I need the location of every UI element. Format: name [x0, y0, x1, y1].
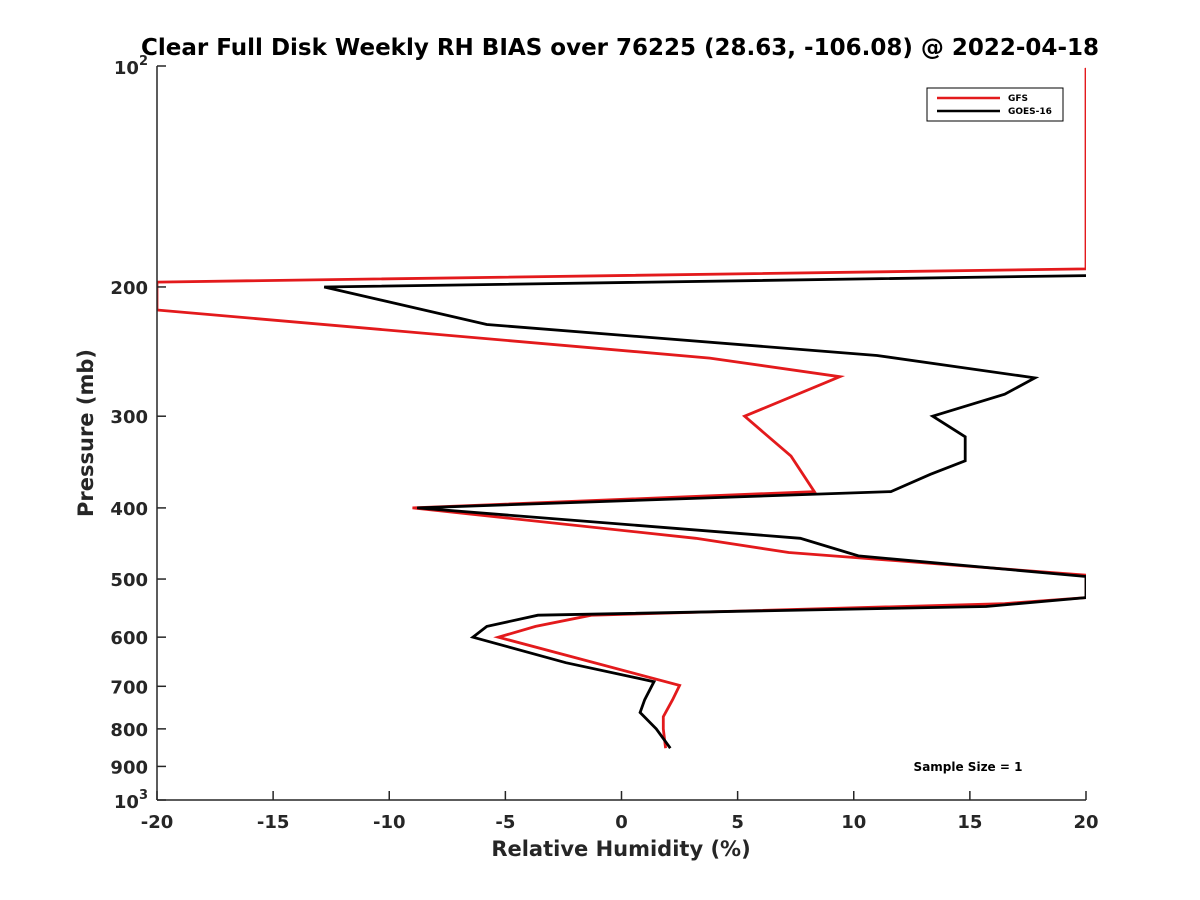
legend-box — [926, 87, 1064, 122]
y-tick-label: 400 — [110, 499, 148, 520]
x-tick-label: -10 — [373, 812, 406, 833]
series-layer — [157, 67, 1086, 750]
chart-title: Clear Full Disk Weekly RH BIAS over 7622… — [141, 35, 1099, 61]
x-tick-label: 0 — [615, 812, 628, 833]
y-tick-label: 600 — [110, 628, 148, 649]
x-axis-label: Relative Humidity (%) — [491, 837, 750, 861]
y-tick-label: 200 — [110, 278, 148, 299]
legend-label: GFS — [1008, 94, 1028, 104]
series-line-gfs — [157, 67, 1086, 749]
x-tick-label: -5 — [495, 812, 515, 833]
x-ticks: -20 -15 -10 -5 0 5 10 15 20 — [141, 791, 1099, 833]
y-tick-label: 800 — [110, 720, 148, 741]
y-ticks: 200 300 400 500 600 700 800 900 102 103 — [110, 54, 166, 813]
y-tick-label: 500 — [110, 570, 148, 591]
y-tick-label: 700 — [110, 677, 148, 698]
legend-label: GOES-16 — [1008, 107, 1052, 117]
x-tick-label: -20 — [141, 812, 174, 833]
x-tick-label: 10 — [841, 812, 866, 833]
series-line-goes-16 — [323, 274, 1086, 750]
y-tick-label: 300 — [110, 407, 148, 428]
y-axis-label: Pressure (mb) — [74, 349, 98, 517]
x-tick-label: 15 — [957, 812, 982, 833]
plot-area — [157, 66, 1086, 800]
y-tick-label-power: 103 — [114, 788, 148, 813]
y-tick-label: 900 — [110, 757, 148, 778]
x-tick-label: 20 — [1073, 812, 1098, 833]
x-tick-label: -15 — [257, 812, 290, 833]
legend: GFS GOES-16 — [926, 87, 1064, 122]
y-tick-label-power: 102 — [114, 54, 148, 79]
x-tick-label: 5 — [731, 812, 744, 833]
sample-size-annotation: Sample Size = 1 — [914, 760, 1023, 774]
